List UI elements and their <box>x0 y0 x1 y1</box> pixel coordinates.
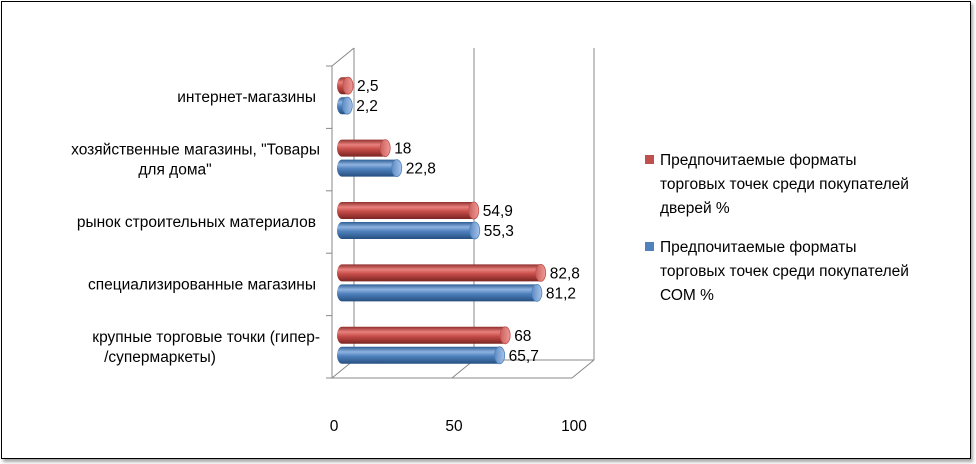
bar-cap <box>391 159 403 178</box>
bar-doors-3 <box>337 264 546 282</box>
x-tick-label: 0 <box>330 418 339 435</box>
floor-edge <box>571 359 595 379</box>
category-label: интернет-магазины <box>177 89 316 106</box>
bar-cap <box>535 263 547 282</box>
bar-cap <box>341 96 353 115</box>
data-label: 18 <box>394 141 411 158</box>
category-label: хозяйственные магазины, "Товары для дома" <box>71 142 320 179</box>
wall-top-edge <box>331 47 355 67</box>
bar-doors-4 <box>337 326 511 344</box>
data-label: 55,3 <box>484 223 514 240</box>
data-label: 2,5 <box>357 78 379 95</box>
data-label: 65,7 <box>509 348 539 365</box>
bar-doors-2 <box>337 202 479 219</box>
bar-com-2 <box>337 222 480 239</box>
bar-com-1 <box>337 159 402 177</box>
category-label: специализированные магазины <box>88 276 316 293</box>
legend: Предпочитаемые форматы торговых точек сре… <box>645 152 909 304</box>
bar-cap <box>342 76 354 95</box>
category-label: крупные торговые точки (гипер-/супермарк… <box>92 329 320 366</box>
legend-label-doors: Предпочитаемые форматы торговых точек сре… <box>660 152 909 217</box>
data-label: 22,8 <box>406 161 436 178</box>
bar-cap <box>379 139 391 158</box>
data-label: 2,2 <box>356 98 378 115</box>
bar-cap <box>469 221 481 240</box>
bar-cap <box>499 326 511 345</box>
data-label: 54,9 <box>483 203 513 220</box>
bars <box>337 76 547 365</box>
bar-com-4 <box>337 346 505 364</box>
legend-label-com: Предпочитаемые форматы торговых точек сре… <box>660 239 909 304</box>
data-label: 81,2 <box>546 285 576 302</box>
legend-swatch-doors <box>645 155 654 164</box>
category-label: рынок строительных материалов <box>77 214 316 231</box>
data-label: 82,8 <box>550 265 580 282</box>
x-tick-label: 100 <box>561 418 587 435</box>
labels: 0 50 100 2,5 2,2 интернет-магазины 18 22,8 хозяй… <box>71 78 587 435</box>
x-tick-label: 50 <box>445 418 463 435</box>
bar-doors-1 <box>337 139 391 157</box>
bar-com-3 <box>337 284 542 302</box>
bar-cap <box>531 283 543 302</box>
legend-swatch-com <box>645 242 654 251</box>
bar-cap <box>468 201 480 220</box>
data-label: 68 <box>514 328 531 345</box>
bar-cap <box>494 346 506 365</box>
